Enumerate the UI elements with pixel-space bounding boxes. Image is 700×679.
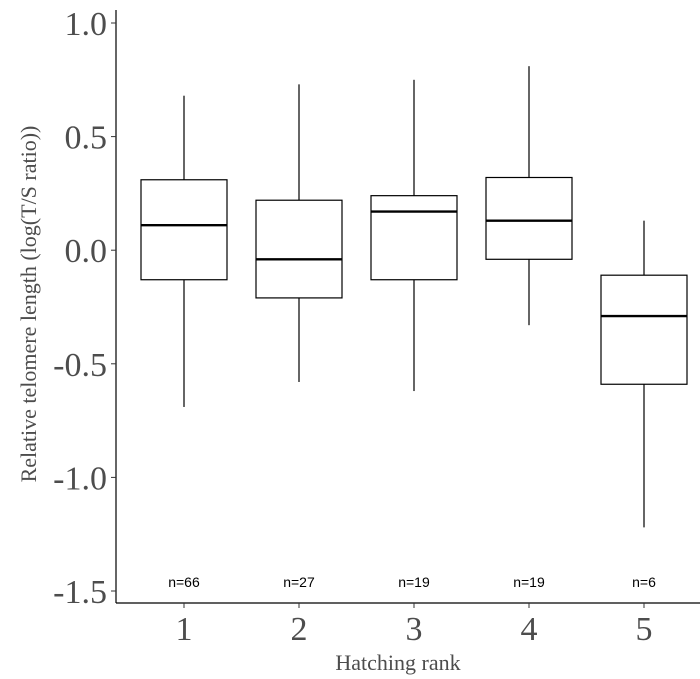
y-tick-label: 0.5 — [65, 120, 108, 157]
x-tick-label: 4 — [521, 611, 538, 648]
x-tick-label: 5 — [636, 611, 653, 648]
x-tick-label: 2 — [291, 611, 308, 648]
y-axis: 1.0 0.5 0.0 -0.5 -1.0 -1.5 — [53, 6, 117, 611]
y-tick-label: -0.5 — [53, 347, 107, 384]
box-group-2: n=27 — [255, 84, 343, 590]
x-axis: 1 2 3 4 5 — [116, 602, 700, 648]
x-tick-label: 3 — [406, 611, 423, 648]
sample-size-label: n=19 — [398, 574, 430, 590]
sample-size-label: n=27 — [283, 574, 315, 590]
box-group-1: n=66 — [140, 95, 228, 590]
y-axis-title: Relative telomere length (log(T/S ratio)… — [16, 126, 41, 483]
box-iqr — [140, 179, 228, 281]
sample-size-label: n=66 — [168, 574, 200, 590]
sample-size-label: n=19 — [513, 574, 545, 590]
plot-area: n=66 n=27 n=19 n=19 n=6 — [140, 66, 688, 590]
sample-size-label: n=6 — [632, 574, 656, 590]
box-iqr — [370, 195, 458, 281]
box-group-5: n=6 — [600, 220, 688, 590]
y-tick-label: -1.0 — [53, 460, 107, 497]
box-group-3: n=19 — [370, 79, 458, 590]
x-axis-title: Hatching rank — [335, 650, 460, 675]
x-tick-label: 1 — [176, 611, 193, 648]
box-group-4: n=19 — [485, 66, 573, 590]
box-iqr — [600, 274, 688, 385]
box-iqr — [485, 176, 573, 260]
y-tick-label: 1.0 — [65, 6, 108, 43]
y-tick-label: -1.5 — [53, 574, 107, 611]
box-iqr — [255, 199, 343, 299]
y-tick-label: 0.0 — [65, 233, 108, 270]
